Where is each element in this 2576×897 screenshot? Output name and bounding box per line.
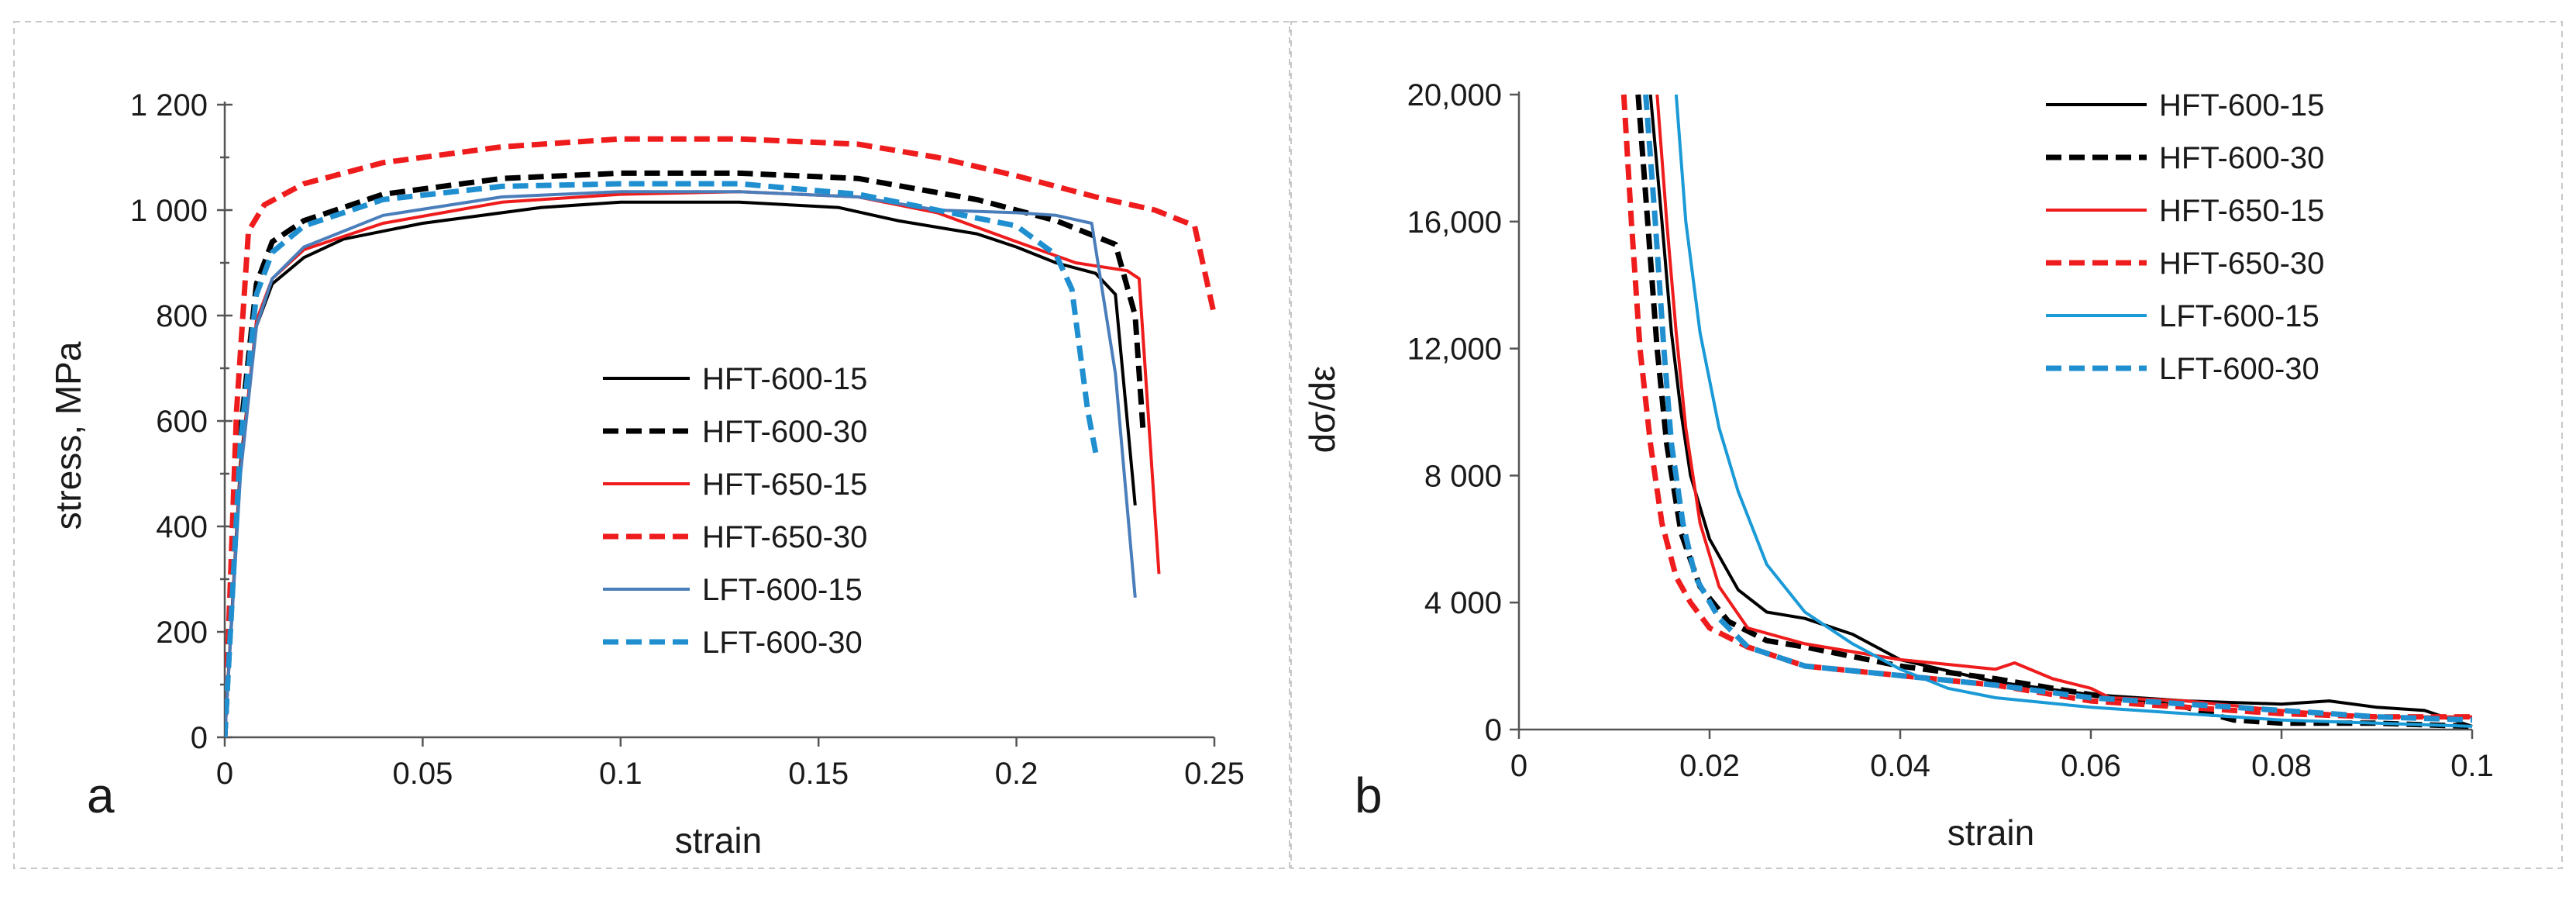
panel-b-y-tick-label: 16,000 bbox=[1407, 205, 1502, 240]
panel-a-letter: a bbox=[87, 768, 115, 823]
panel-a-legend-label-hft-650-30: HFT-650-30 bbox=[702, 520, 867, 554]
panel-a-y-tick-label: 200 bbox=[156, 616, 208, 650]
panel-a-series-hft-600-30 bbox=[225, 170, 1146, 737]
panel-b-legend-label-hft-600-30: HFT-600-30 bbox=[2159, 141, 2324, 175]
panel-b-legend-label-lft-600-30: LFT-600-30 bbox=[2159, 352, 2319, 386]
panel-a-x-axis-title: strain bbox=[675, 820, 762, 861]
panel-b-legend-label-hft-650-15: HFT-650-15 bbox=[2159, 194, 2324, 228]
panel-b-x-axis-title: strain bbox=[1947, 812, 2034, 853]
panel-b-x-tick-label: 0.08 bbox=[2251, 749, 2312, 783]
panel-b-series-hft-650-30 bbox=[1620, 94, 2472, 720]
panel-a-x-tick-label: 0 bbox=[216, 757, 233, 791]
panel-a-series-hft-650-15 bbox=[225, 190, 1161, 737]
panel-a-stress-strain: 0 200 400 600 800 1 000 1 200 0 0.05 0.1 0.15 0.2 0.… bbox=[13, 21, 1290, 869]
panel-b-legend-label-lft-600-15: LFT-600-15 bbox=[2159, 299, 2319, 333]
panel-a-legend-label-lft-600-15: LFT-600-15 bbox=[702, 573, 863, 607]
panel-b-series-hft-600-30 bbox=[1635, 94, 2473, 730]
panel-b-frame bbox=[1290, 21, 2563, 869]
panel-b-series-hft-650-15 bbox=[1655, 94, 2472, 719]
panel-a-x-tick-label: 0.1 bbox=[599, 757, 642, 791]
panel-a-legend-label-hft-600-15: HFT-600-15 bbox=[702, 362, 867, 396]
panel-a-y-tick-label: 0 bbox=[191, 721, 208, 755]
panel-b-derivative-strain: 0 4 000 8 000 12,000 16,000 20,000 0 0.02 0.04 0.… bbox=[1290, 21, 2563, 869]
panel-b-y-tick-label: 20,000 bbox=[1407, 78, 1502, 112]
panel-b-series-lft-600-30 bbox=[1643, 94, 2473, 723]
panel-b-legend: HFT-600-15 HFT-600-30 HFT-650-15 HFT-650-30… bbox=[2046, 88, 2324, 386]
panel-a-series-hft-600-15 bbox=[225, 200, 1137, 737]
panel-b-legend-label-hft-650-30: HFT-650-30 bbox=[2159, 247, 2324, 281]
panel-a-axes: 0 200 400 600 800 1 000 1 200 0 0.05 0.1 0.15 0.2 0.… bbox=[130, 88, 1245, 791]
panel-a-x-tick-label: 0.25 bbox=[1184, 757, 1245, 791]
panel-b-series bbox=[1620, 94, 2473, 730]
panel-b-letter: b bbox=[1355, 768, 1383, 823]
panel-b-legend-label-hft-600-15: HFT-600-15 bbox=[2159, 88, 2324, 122]
panel-a-x-tick-label: 0.2 bbox=[995, 757, 1038, 791]
panel-b-x-tick-label: 0.04 bbox=[1870, 749, 1930, 783]
panel-a-legend: HFT-600-15 HFT-600-30 HFT-650-15 HFT-650-30… bbox=[603, 362, 867, 660]
panel-b-x-tick-label: 0.06 bbox=[2061, 749, 2121, 783]
panel-a-series-lft-600-30 bbox=[225, 181, 1099, 737]
panel-a-x-tick-label: 0.05 bbox=[392, 757, 453, 791]
panel-a-y-tick-label: 1 200 bbox=[130, 88, 208, 122]
panel-a-y-tick-label: 600 bbox=[156, 405, 208, 439]
panel-b-series-lft-600-15 bbox=[1674, 94, 2473, 728]
panel-a-legend-label-hft-600-30: HFT-600-30 bbox=[702, 415, 867, 449]
panel-a-series-hft-650-30 bbox=[225, 136, 1217, 737]
panel-b-y-axis-title: dσ/dε bbox=[1302, 366, 1342, 454]
panel-a-frame bbox=[13, 21, 1290, 869]
panel-a-y-tick-label: 800 bbox=[156, 299, 208, 333]
panel-b-y-tick-label: 8 000 bbox=[1424, 459, 1502, 493]
panel-b-x-tick-label: 0 bbox=[1510, 749, 1527, 783]
panel-b-series-hft-600-15 bbox=[1648, 94, 2473, 728]
panel-a-series-lft-600-15 bbox=[225, 190, 1137, 737]
panel-b-x-tick-label: 0.1 bbox=[2450, 749, 2494, 783]
panel-a-series bbox=[225, 136, 1217, 737]
panel-a-y-tick-label: 400 bbox=[156, 510, 208, 544]
panel-b-y-tick-label: 0 bbox=[1485, 713, 1502, 747]
panel-b-axes: 0 4 000 8 000 12,000 16,000 20,000 0 0.02 0.04 0.… bbox=[1407, 78, 2494, 783]
panel-a-x-tick-label: 0.15 bbox=[788, 757, 849, 791]
panel-a-y-tick-label: 1 000 bbox=[130, 194, 208, 228]
panel-b-y-tick-label: 12,000 bbox=[1407, 333, 1502, 367]
panel-a-legend-label-hft-650-15: HFT-650-15 bbox=[702, 467, 867, 502]
panel-b-x-tick-label: 0.02 bbox=[1679, 749, 1740, 783]
panel-a-y-axis-title: stress, MPa bbox=[48, 341, 88, 530]
panel-a-legend-label-lft-600-30: LFT-600-30 bbox=[702, 626, 863, 660]
panel-b-y-tick-label: 4 000 bbox=[1424, 586, 1502, 620]
